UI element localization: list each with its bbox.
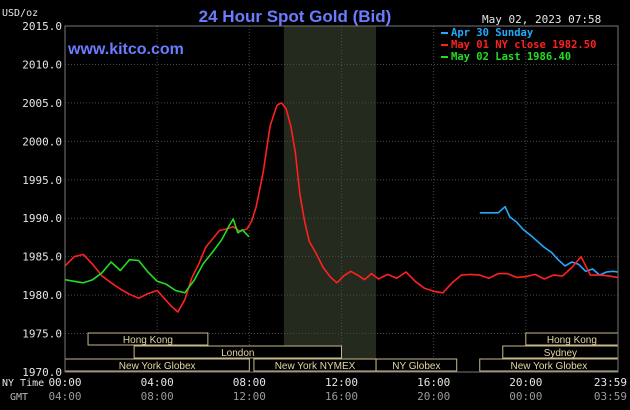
x-tick-label-gmt: 04:00 (48, 390, 81, 403)
y-tick-label: 1980.0 (22, 289, 62, 302)
x-tick-label-ny: 16:00 (417, 376, 450, 389)
series-line-1 (479, 205, 618, 276)
session-label: London (221, 348, 254, 359)
x-tick-label-gmt: 16:00 (325, 390, 358, 403)
chart-title: 24 Hour Spot Gold (Bid) (199, 7, 392, 26)
y-tick-label: 1995.0 (22, 174, 62, 187)
series-line-3 (64, 218, 250, 294)
y-tick-label: 1985.0 (22, 251, 62, 264)
x-tick-label-gmt: 20:00 (417, 390, 450, 403)
ny-time-row-label: NY Time (2, 378, 44, 389)
x-tick-label-ny: 23:59 (594, 376, 627, 389)
session-label: Hong Kong (123, 335, 173, 346)
y-tick-label: 1990.0 (22, 212, 62, 225)
session-label: New York Globex (511, 361, 588, 372)
session-label: Sydney (544, 348, 577, 359)
nymex-shaded-region (283, 26, 377, 372)
session-label: New York NYMEX (275, 361, 356, 372)
session-box (133, 345, 342, 359)
x-tick-label-gmt: 03:59 (594, 390, 627, 403)
y-tick-label: 1970.0 (22, 366, 62, 379)
y-tick-label: 2000.0 (22, 135, 62, 148)
y-tick-label: 2010.0 (22, 58, 62, 71)
session-label: Hong Kong (547, 335, 597, 346)
legend-label: May 01 NY close 1982.50 (451, 39, 596, 51)
y-tick-label: 2005.0 (22, 97, 62, 110)
plot-frame (64, 25, 619, 373)
x-tick-label-ny: 04:00 (141, 376, 174, 389)
x-tick-label-ny: 00:00 (48, 376, 81, 389)
session-label: NY Globex (392, 361, 440, 372)
session-box (87, 332, 209, 346)
x-tick-label-gmt: 12:00 (233, 390, 266, 403)
unit-label: USD/oz (2, 8, 38, 19)
session-label: New York Globex (119, 361, 196, 372)
legend-label: May 02 Last 1986.40 (451, 51, 571, 63)
x-tick-label-ny: 20:00 (509, 376, 542, 389)
y-tick-label: 2015.0 (22, 20, 62, 33)
timestamp: May 02, 2023 07:58 (482, 13, 601, 26)
x-tick-label-gmt: 08:00 (141, 390, 174, 403)
y-tick-label: 1975.0 (22, 328, 62, 341)
x-tick-label-ny: 08:00 (233, 376, 266, 389)
website-label: www.kitco.com (67, 41, 184, 58)
x-tick-label-ny: 12:00 (325, 376, 358, 389)
series-line-2 (64, 102, 618, 313)
x-tick-label-gmt: 00:00 (509, 390, 542, 403)
gmt-row-label: GMT (10, 392, 28, 403)
legend-label: Apr 30 Sunday (451, 27, 534, 39)
session-box (375, 358, 458, 372)
